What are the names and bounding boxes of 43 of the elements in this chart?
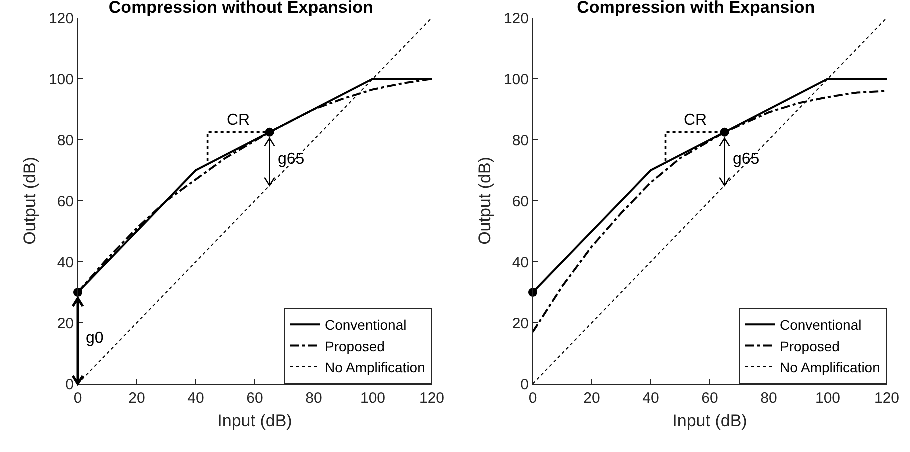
- legend-label: Conventional: [780, 317, 862, 334]
- legend-label: No Amplification: [780, 359, 880, 376]
- annotation: g0: [86, 330, 104, 347]
- y-tick-label: 0: [66, 376, 74, 394]
- y-tick-label: 120: [504, 10, 529, 28]
- x-tick-label: 120: [419, 390, 445, 407]
- y-tick-label: 80: [512, 132, 529, 150]
- legend-label: Proposed: [780, 338, 840, 354]
- x-axis-title: Input (dB): [672, 411, 748, 430]
- x-tick-label: 80: [760, 390, 778, 407]
- legend-label: No Amplification: [325, 359, 426, 376]
- x-tick-label: 100: [815, 390, 841, 407]
- x-tick-label: 60: [246, 390, 264, 407]
- annotation: g65: [278, 151, 305, 168]
- x-tick-label: 20: [584, 390, 600, 407]
- y-tick-label: 100: [48, 71, 74, 88]
- y-tick-label: 100: [504, 71, 529, 88]
- y-tick-label: 20: [512, 315, 529, 332]
- legend-label: Proposed: [325, 338, 385, 354]
- y-tick-label: 0: [520, 376, 529, 394]
- annotation: CR: [684, 112, 708, 129]
- y-tick-label: 20: [57, 315, 74, 332]
- annotation: CR: [227, 112, 250, 129]
- x-tick-label: 120: [874, 390, 900, 407]
- y-axis-title: Output (dB): [20, 157, 40, 245]
- x-axis-title: Input (dB): [218, 411, 292, 430]
- chart-title: Compression without Expansion: [108, 0, 374, 17]
- y-tick-label: 120: [48, 10, 74, 28]
- y-tick-label: 60: [57, 193, 74, 210]
- x-tick-label: 20: [128, 390, 146, 407]
- y-tick-label: 40: [512, 254, 529, 272]
- x-tick-label: 100: [360, 390, 386, 407]
- annotation: g65: [733, 151, 760, 168]
- legend-label: Conventional: [325, 317, 407, 334]
- y-axis-title: Output (dB): [476, 157, 495, 245]
- x-tick-label: 40: [188, 390, 204, 407]
- y-tick-label: 80: [57, 132, 74, 150]
- x-tick-label: 40: [642, 390, 660, 407]
- y-tick-label: 60: [512, 193, 529, 210]
- y-tick-label: 40: [57, 254, 74, 272]
- x-tick-label: 80: [306, 390, 322, 407]
- chart-title: Compression with Expansion: [577, 0, 816, 17]
- x-tick-label: 60: [702, 390, 718, 407]
